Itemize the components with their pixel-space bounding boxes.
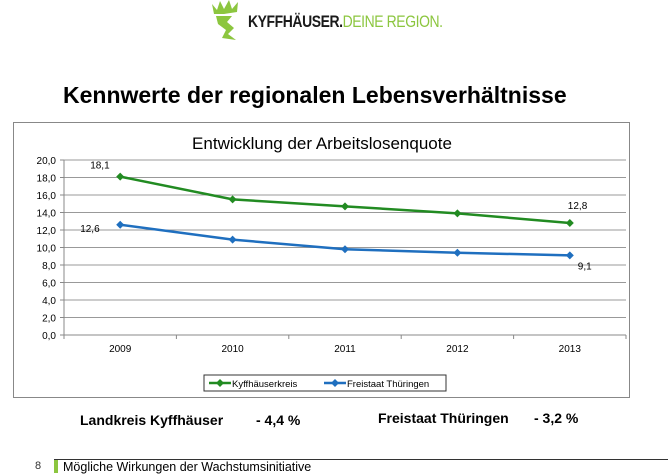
data-point — [453, 209, 462, 218]
data-point — [228, 195, 237, 204]
y-tick-label: 0,0 — [42, 331, 56, 342]
footer-text: Mögliche Wirkungen der Wachstumsinitiati… — [63, 460, 312, 474]
slide-title: Kennwerte der regionalen Lebensverhältni… — [63, 82, 567, 108]
legend-marker-0 — [216, 379, 224, 387]
page-number: 8 — [35, 460, 42, 472]
summary-thueringen-value: - 3,2 % — [534, 410, 579, 426]
series-line-0 — [119, 175, 570, 225]
summary-thueringen-label: Freistaat Thüringen — [378, 410, 509, 426]
data-point — [228, 235, 237, 244]
y-tick-label: 16,0 — [37, 191, 57, 202]
data-label: 9,1 — [578, 261, 592, 272]
data-point — [116, 220, 125, 229]
y-tick-label: 10,0 — [37, 244, 57, 255]
chart-svg: Entwicklung der Arbeitslosenquote 0,0 2,0 4… — [37, 134, 627, 392]
y-tick-label: 20,0 — [37, 156, 57, 167]
legend-marker-1 — [331, 379, 339, 387]
footer-divider — [54, 459, 668, 460]
y-tick-label: 2,0 — [42, 314, 56, 325]
y-tick-label: 12,0 — [37, 226, 57, 237]
data-point — [565, 219, 574, 227]
data-label: 12,8 — [568, 201, 588, 212]
chart-title: Entwicklung der Arbeitslosenquote — [192, 134, 452, 153]
data-point — [565, 251, 574, 260]
y-tick-label: 18,0 — [37, 174, 57, 185]
summary-kyffhaeuser-label: Landkreis Kyffhäuser — [80, 412, 224, 428]
chart: Entwicklung der Arbeitslosenquote 0,0 2,0 4… — [13, 122, 630, 398]
y-tick-label: 6,0 — [42, 279, 56, 290]
data-point — [116, 172, 125, 181]
x-tick-label: 2013 — [559, 344, 582, 355]
summary-kyffhaeuser-value: - 4,4 % — [256, 412, 301, 428]
x-tick-label: 2009 — [109, 344, 132, 355]
data-point — [341, 202, 349, 211]
logo-text-green: DEINE REGION. — [342, 12, 443, 31]
x-tick-label: 2010 — [221, 344, 244, 355]
y-tick-label: 8,0 — [42, 261, 56, 272]
data-point — [453, 248, 462, 257]
y-tick-label: 4,0 — [42, 296, 56, 307]
logo: KYFFHÄUSER.DEINE REGION. — [210, 0, 450, 42]
data-point — [341, 245, 349, 254]
logo-text-dark: KYFFHÄUSER. — [248, 12, 343, 31]
data-label: 18,1 — [90, 161, 110, 172]
crown-lion-logo-icon — [212, 0, 238, 40]
x-tick-label: 2011 — [334, 344, 356, 355]
legend-label-1: Freistaat Thüringen — [347, 379, 429, 390]
x-tick-label: 2012 — [446, 344, 469, 355]
data-label: 12,6 — [80, 224, 100, 235]
footer-accent-bar — [54, 460, 58, 473]
legend-label-0: Kyffhäuserkreis — [232, 379, 298, 390]
y-tick-label: 14,0 — [37, 209, 57, 220]
